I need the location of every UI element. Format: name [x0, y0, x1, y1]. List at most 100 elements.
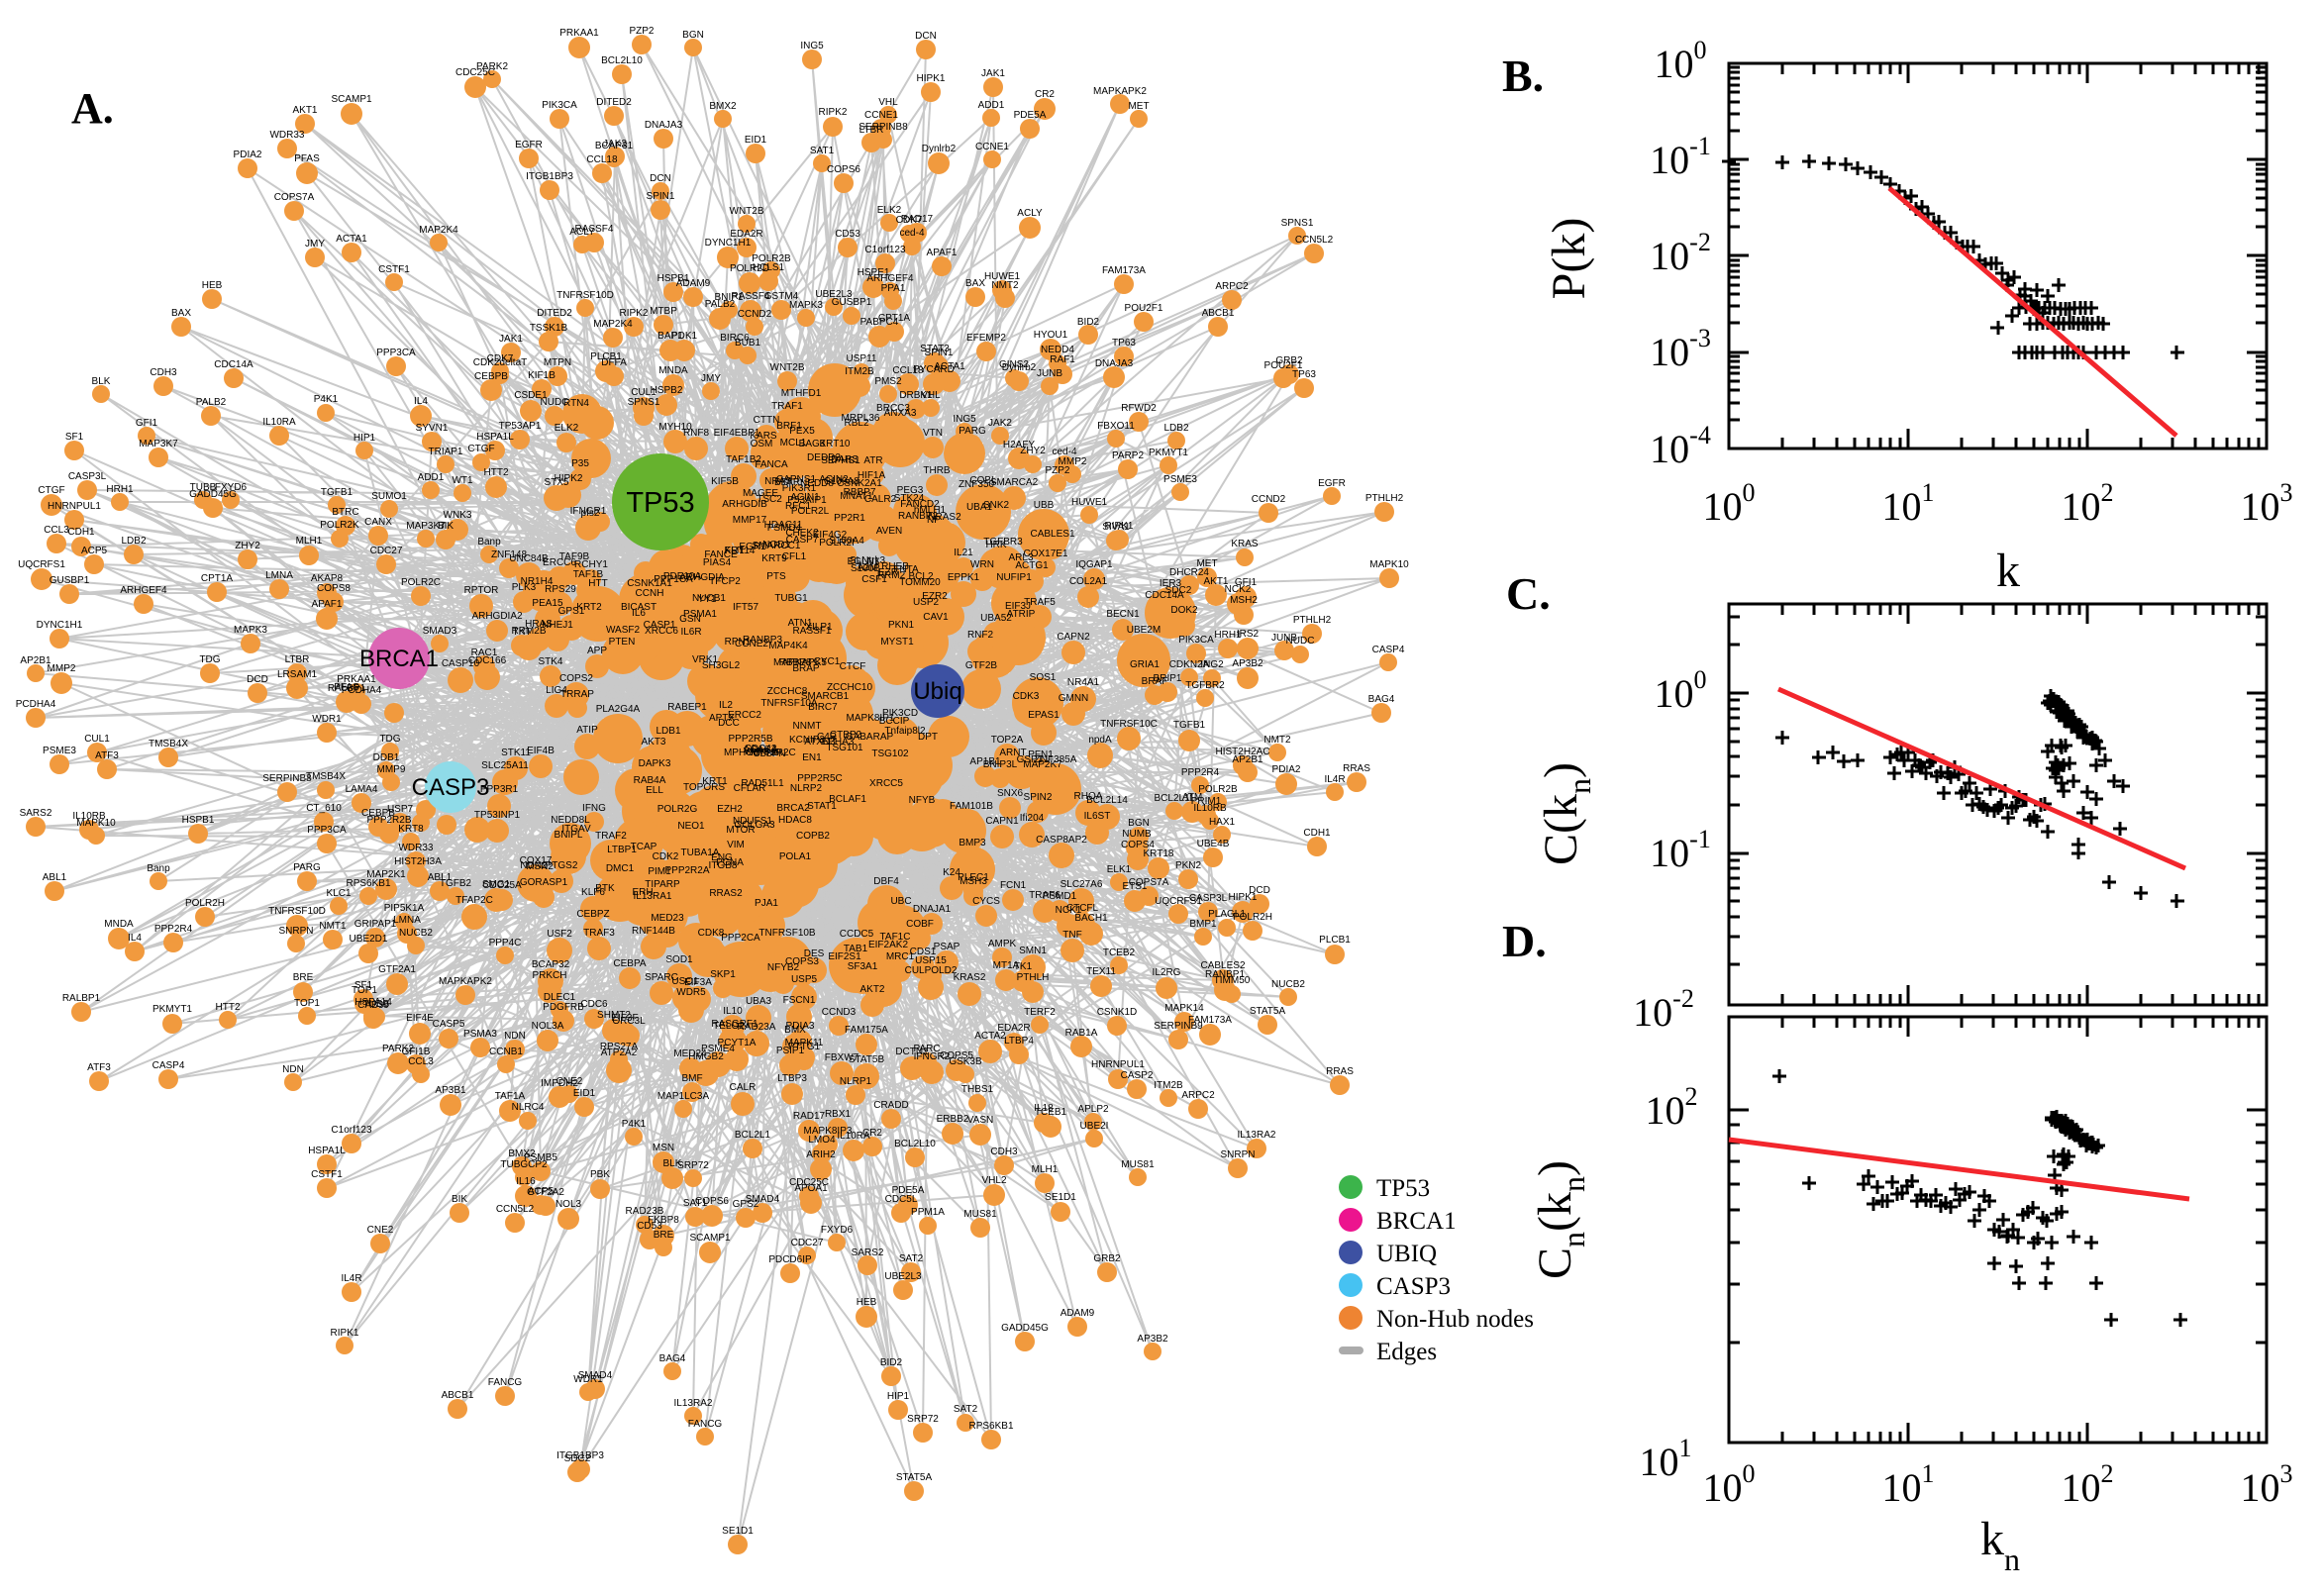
svg-text:CSNK2A1: CSNK2A1 — [837, 478, 882, 489]
svg-text:PPP3CA: PPP3CA — [376, 348, 416, 358]
svg-text:MNDA: MNDA — [104, 919, 134, 930]
svg-text:TRAF2: TRAF2 — [595, 831, 627, 842]
svg-text:TAF1B2: TAF1B2 — [726, 454, 761, 465]
svg-text:COPS3: COPS3 — [785, 956, 819, 967]
svg-text:POLR2K: POLR2K — [320, 520, 359, 531]
svg-text:TCEB2: TCEB2 — [1103, 948, 1136, 958]
svg-text:CDK2: CDK2 — [653, 851, 679, 862]
svg-text:SERPINB8: SERPINB8 — [262, 773, 312, 784]
svg-text:RAC1: RAC1 — [471, 648, 498, 658]
svg-text:PARK2: PARK2 — [382, 1044, 414, 1054]
svg-text:TERF2: TERF2 — [1024, 1007, 1056, 1018]
svg-text:CTCF: CTCF — [840, 661, 866, 672]
svg-text:BECN1: BECN1 — [1106, 609, 1140, 620]
svg-text:LAMA4: LAMA4 — [346, 784, 378, 795]
svg-text:SF1: SF1 — [354, 980, 373, 991]
svg-text:ORC3L: ORC3L — [612, 1016, 646, 1027]
svg-text:ZNF350: ZNF350 — [959, 479, 995, 490]
svg-text:UBA1: UBA1 — [966, 502, 993, 513]
svg-text:BACH1: BACH1 — [1074, 913, 1108, 924]
svg-text:BMP1: BMP1 — [1189, 919, 1217, 930]
svg-text:PDE5A: PDE5A — [892, 1185, 925, 1196]
svg-text:ZNF385A: ZNF385A — [1035, 754, 1077, 765]
svg-text:HSPA14: HSPA14 — [354, 997, 392, 1008]
svg-text:POLR2B: POLR2B — [752, 253, 791, 264]
svg-text:TELO2: TELO2 — [713, 1021, 745, 1032]
svg-text:SARS2: SARS2 — [852, 1247, 884, 1258]
svg-text:AP3B2: AP3B2 — [1232, 658, 1263, 669]
svg-text:CDC6: CDC6 — [580, 999, 608, 1010]
svg-text:CASP5: CASP5 — [433, 1019, 465, 1030]
svg-text:DCTN1: DCTN1 — [895, 1047, 929, 1057]
svg-text:Tnfaip8l2: Tnfaip8l2 — [884, 726, 926, 737]
svg-text:SLC25A11: SLC25A11 — [481, 760, 529, 771]
svg-text:WDR33: WDR33 — [398, 843, 433, 853]
svg-text:IL4R: IL4R — [1324, 774, 1345, 785]
svg-text:BRCA1: BRCA1 — [1376, 1208, 1457, 1235]
svg-text:BFAR: BFAR — [774, 477, 800, 488]
svg-text:ARPC2: ARPC2 — [1215, 281, 1249, 292]
svg-text:CDH1: CDH1 — [67, 527, 95, 538]
svg-text:PRIM1: PRIM1 — [1191, 796, 1222, 807]
svg-text:MET: MET — [1128, 101, 1149, 112]
svg-text:ITGB1BP3: ITGB1BP3 — [526, 171, 573, 182]
svg-text:IL10RB: IL10RB — [72, 811, 106, 822]
svg-text:DPT: DPT — [918, 732, 938, 743]
svg-text:HTT2: HTT2 — [484, 467, 509, 478]
svg-text:PFAS: PFAS — [334, 682, 359, 693]
svg-text:GADD45G: GADD45G — [189, 489, 237, 500]
svg-text:SPIN1: SPIN1 — [925, 348, 954, 358]
svg-text:SPNS1: SPNS1 — [628, 397, 660, 408]
svg-text:TUBB: TUBB — [363, 999, 390, 1010]
svg-text:MAP4K4: MAP4K4 — [768, 641, 808, 651]
svg-text:S100B: S100B — [851, 563, 880, 574]
svg-text:HRK: HRK — [985, 540, 1006, 550]
svg-text:ENG: ENG — [711, 852, 733, 863]
svg-text:TUBGCP2: TUBGCP2 — [500, 1159, 548, 1170]
svg-text:HDAC8: HDAC8 — [778, 815, 812, 826]
svg-text:PTHLH: PTHLH — [1017, 972, 1050, 983]
svg-text:POLR2H: POLR2H — [1233, 912, 1272, 923]
svg-text:TRAF5: TRAF5 — [1024, 597, 1056, 608]
svg-text:BIK: BIK — [452, 1194, 467, 1205]
svg-text:AKT1: AKT1 — [292, 105, 317, 116]
svg-text:POLR2B: POLR2B — [1198, 784, 1238, 795]
svg-text:LDB2: LDB2 — [1163, 423, 1188, 434]
svg-text:EPAS1: EPAS1 — [1028, 710, 1060, 721]
svg-text:PSME3: PSME3 — [1163, 474, 1197, 485]
svg-text:APOA1: APOA1 — [794, 1183, 828, 1194]
svg-text:CDC42: CDC42 — [745, 744, 777, 754]
svg-text:CAB39: CAB39 — [357, 1000, 389, 1011]
svg-text:DCN: DCN — [915, 31, 937, 42]
svg-text:BMX2: BMX2 — [508, 1148, 536, 1159]
svg-text:HIST2H2AC: HIST2H2AC — [1215, 747, 1269, 757]
svg-text:NDN: NDN — [504, 1031, 526, 1042]
svg-text:NUDC: NUDC — [1286, 636, 1315, 647]
svg-text:FCN1: FCN1 — [1000, 880, 1027, 891]
svg-text:SDC2: SDC2 — [1165, 585, 1192, 596]
svg-text:RNF8: RNF8 — [683, 428, 710, 439]
svg-text:MTBP: MTBP — [650, 306, 677, 317]
svg-text:RHOA: RHOA — [1074, 791, 1103, 802]
svg-text:ATR: ATR — [863, 455, 882, 466]
svg-text:STAT1: STAT1 — [807, 801, 837, 812]
svg-text:ARHGDIA: ARHGDIA — [679, 572, 725, 583]
svg-text:BRCA1: BRCA1 — [359, 646, 439, 672]
svg-text:SCAMP1: SCAMP1 — [689, 1233, 731, 1244]
svg-text:MAGEE: MAGEE — [743, 488, 778, 499]
svg-text:ARPC2: ARPC2 — [1181, 1090, 1215, 1101]
svg-text:IL10RA: IL10RA — [262, 417, 296, 428]
svg-text:ACP5: ACP5 — [528, 1186, 555, 1197]
svg-text:FAM173A: FAM173A — [1102, 265, 1146, 276]
svg-text:BRF1: BRF1 — [776, 421, 802, 432]
svg-text:NRAS: NRAS — [764, 476, 792, 487]
svg-text:ARHGEF4: ARHGEF4 — [866, 273, 914, 284]
svg-text:FLI1: FLI1 — [725, 546, 745, 556]
svg-text:CDC166: CDC166 — [468, 655, 507, 666]
svg-text:POLR2G: POLR2G — [657, 804, 698, 815]
svg-text:PLEC1: PLEC1 — [958, 872, 989, 883]
svg-text:PPP2R4: PPP2R4 — [1181, 767, 1220, 778]
svg-text:PEG3: PEG3 — [897, 485, 924, 496]
svg-text:DOK2: DOK2 — [1170, 605, 1198, 616]
svg-text:COX17: COX17 — [520, 855, 553, 866]
